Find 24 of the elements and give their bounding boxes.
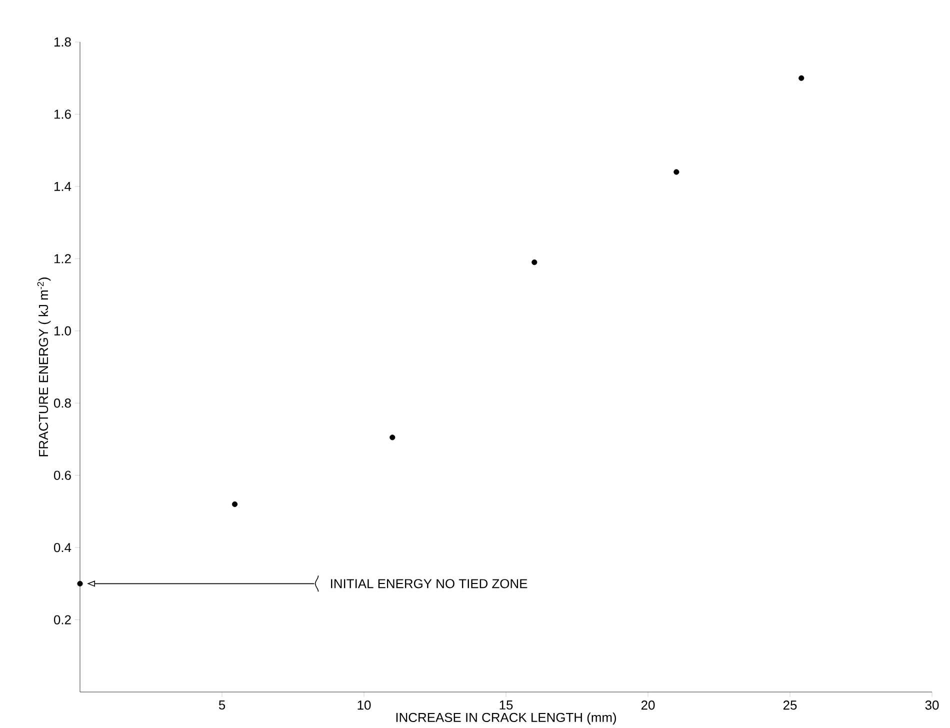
point xyxy=(674,169,680,175)
y-tick-label: 1.4 xyxy=(54,182,72,191)
x-tick-label: 25 xyxy=(783,700,797,710)
x-tick-label: 10 xyxy=(358,700,371,710)
y-tick-label: 1.0 xyxy=(54,326,71,336)
y-tick-label: 1.2 xyxy=(54,254,71,264)
point xyxy=(232,501,238,508)
y-axis-title: FRACTURE ENERGY ( kJ m$^{-2}$) xyxy=(37,278,51,456)
y-tick-label: 0.4 xyxy=(54,542,72,552)
y-tick-label: 0.2 xyxy=(54,615,71,624)
y-tick-label: 0.8 xyxy=(54,398,71,408)
y-tick-label: 0.6 xyxy=(54,470,71,480)
y-tick-label: 1.6 xyxy=(54,110,71,119)
annotation: INITIAL ENERGY NO TIED ZONE xyxy=(331,579,528,588)
point xyxy=(77,580,83,586)
x-tick-label: 30 xyxy=(925,700,939,710)
point xyxy=(798,75,804,81)
point xyxy=(390,434,396,440)
x-tick-label: 15 xyxy=(500,700,513,710)
point xyxy=(532,259,538,266)
x-tick-label: 5 xyxy=(218,700,226,710)
x-tick-label: 20 xyxy=(641,700,655,710)
x-axis-title: INCREASE IN CRACK LENGTH (mm) xyxy=(396,712,616,725)
y-tick-label: 1.8 xyxy=(54,37,71,47)
